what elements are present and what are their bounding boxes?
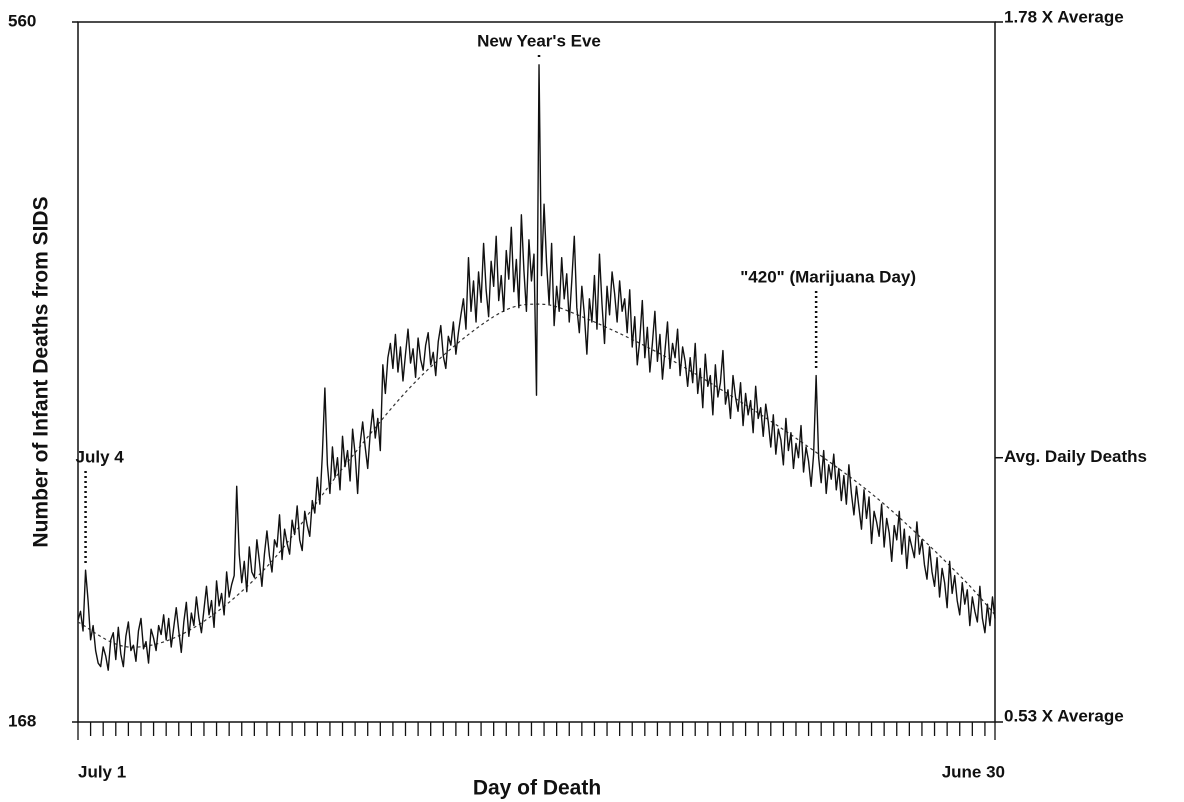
data-line [77, 64, 996, 671]
y2-tick-label: 1.78 X Average [1004, 7, 1124, 26]
y-tick-label: 560 [8, 11, 36, 30]
plot-frame [77, 21, 996, 723]
annotation: New Year's Eve [477, 31, 601, 50]
y-tick-label: 168 [8, 711, 36, 730]
x-tick-label: June 30 [942, 762, 1005, 781]
annotation: "420" (Marijuana Day) [740, 267, 916, 286]
x-axis-label: Day of Death [473, 777, 601, 800]
y2-tick-label: 0.53 X Average [1004, 706, 1124, 725]
trend-line [77, 303, 996, 648]
y2-tick-label: Avg. Daily Deaths [1004, 447, 1147, 466]
x-tick-label: July 1 [78, 762, 126, 781]
annotation: July 4 [76, 447, 125, 466]
y-axis-label: Number of Infant Deaths from SIDS [30, 196, 53, 547]
